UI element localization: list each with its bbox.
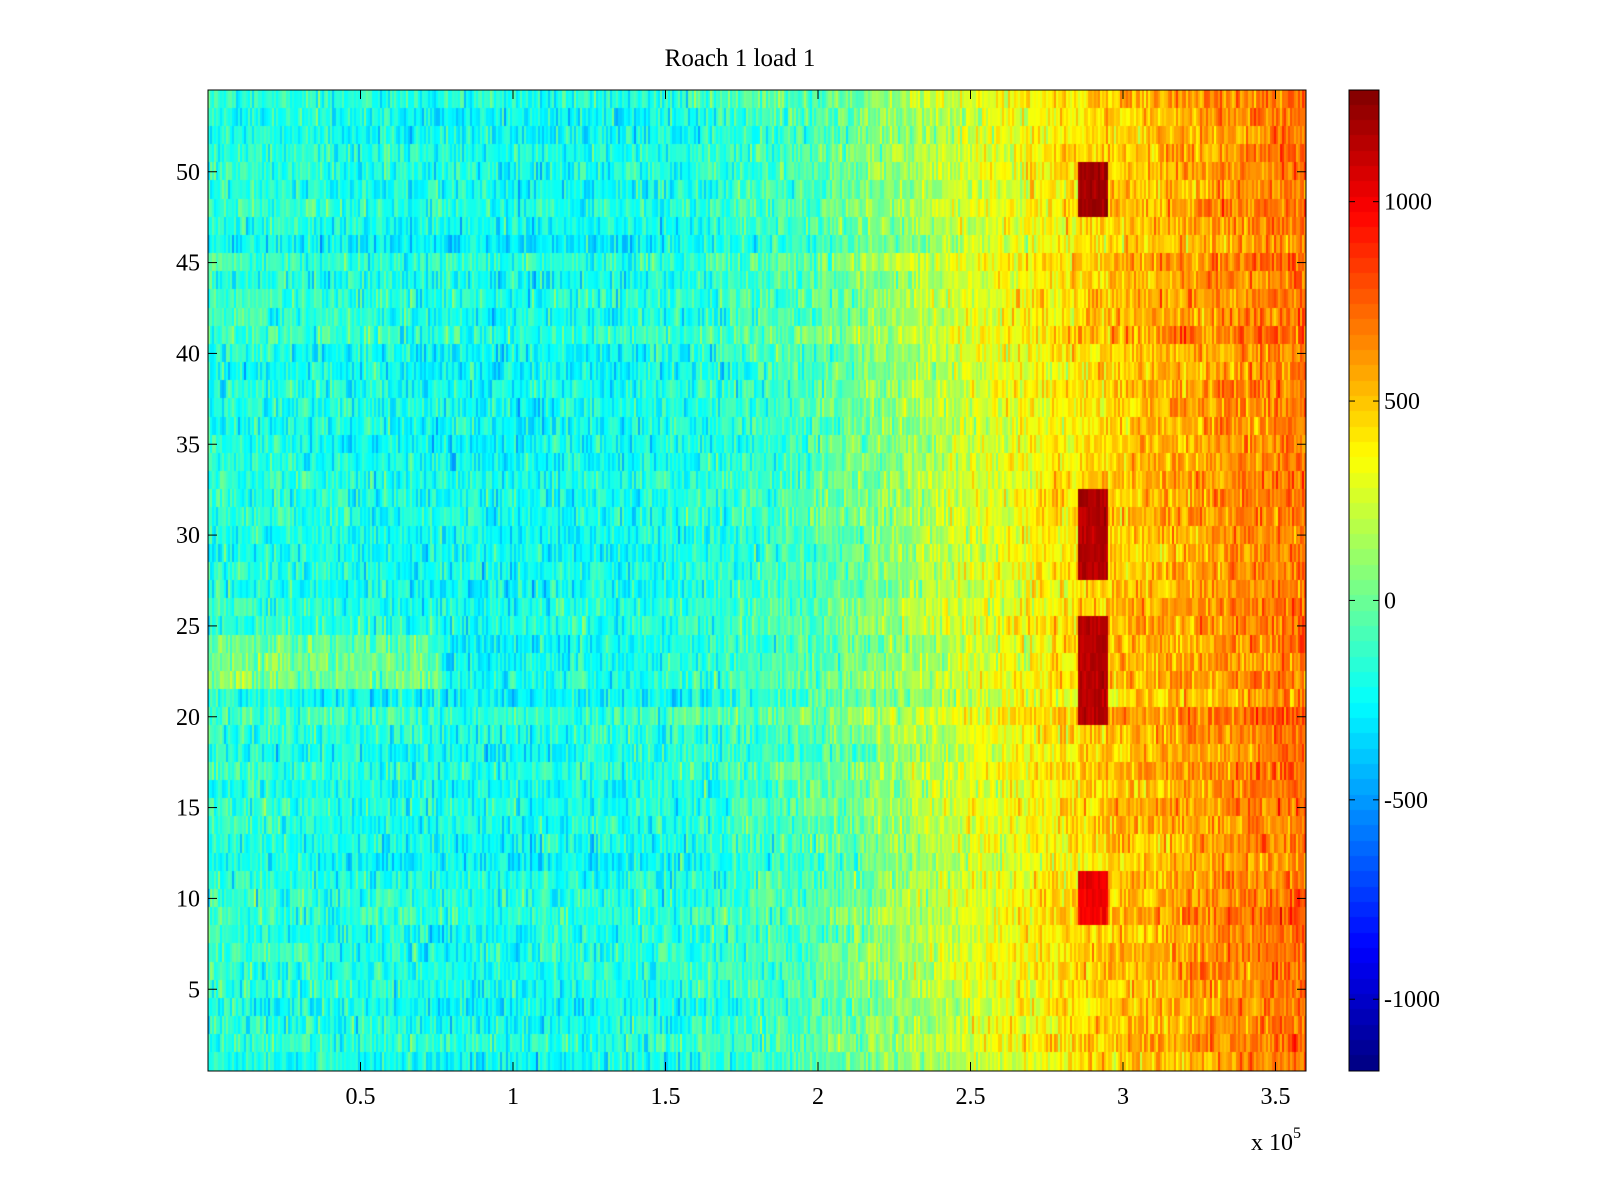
x-tick-label: 1 [507, 1084, 519, 1110]
colorbar-tick-label: -500 [1384, 788, 1428, 814]
colorbar-tick-label: -1000 [1384, 987, 1440, 1013]
y-tick-label: 40 [176, 341, 200, 367]
colorbar-tick-label: 500 [1384, 389, 1420, 415]
heatmap-plot-area [207, 89, 1307, 1072]
x-tick-label: 3 [1117, 1084, 1129, 1110]
y-tick-label: 45 [176, 251, 200, 277]
y-axis: 5 10 15 20 25 30 35 40 45 50 [176, 160, 1306, 1003]
x-exponent-label: x 105 [1251, 1125, 1301, 1156]
y-tick-label: 35 [176, 432, 200, 458]
heatmap-image [208, 90, 1306, 1071]
x-axis: 0.5 1 1.5 2 2.5 3 3.5 [346, 90, 1291, 1110]
plot-frame [207, 89, 1307, 1072]
y-tick-label: 15 [176, 796, 200, 822]
colorbar-ticks: -1000 -500 0 500 1000 [1349, 190, 1440, 1013]
x-tick-label: 1.5 [651, 1084, 681, 1110]
x-tick-label: 2 [812, 1084, 824, 1110]
y-tick-label: 25 [176, 614, 200, 640]
x-tick-label: 2.5 [956, 1084, 986, 1110]
colorbar: -1000 -500 0 500 1000 [1348, 89, 1440, 1072]
colorbar-tick-label: 1000 [1384, 190, 1432, 216]
y-tick-label: 20 [176, 705, 200, 731]
y-tick-label: 30 [176, 523, 200, 549]
x-exponent-superscript: 5 [1293, 1125, 1301, 1142]
colorbar-frame [1348, 89, 1380, 1072]
y-tick-label: 50 [176, 160, 200, 186]
x-tick-label: 0.5 [346, 1084, 376, 1110]
x-tick-label: 3.5 [1261, 1084, 1291, 1110]
colorbar-tick-label: 0 [1384, 588, 1396, 614]
y-tick-label: 5 [188, 977, 200, 1003]
y-tick-label: 10 [176, 886, 200, 912]
colorbar-gradient [1349, 90, 1379, 1071]
chart-title: Roach 1 load 1 [665, 45, 816, 72]
